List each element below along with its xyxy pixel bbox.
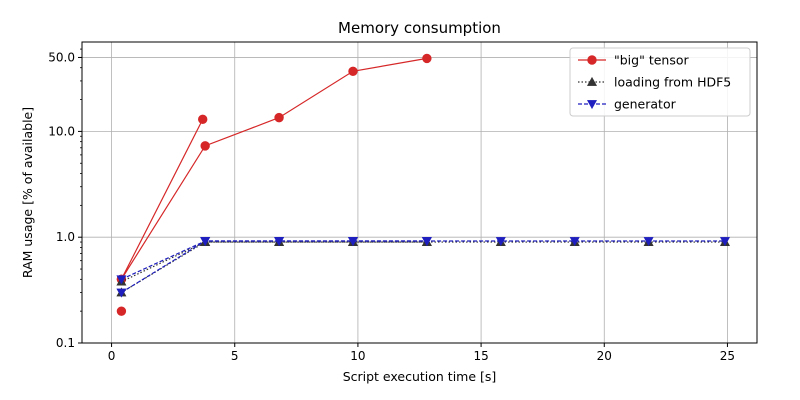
data-point (201, 142, 209, 150)
y-axis-label: RAM usage [% of available] (20, 107, 35, 278)
x-tick-label: 15 (473, 349, 488, 363)
data-point (117, 307, 125, 315)
x-tick-label: 25 (720, 349, 735, 363)
data-point (199, 115, 207, 123)
data-point (423, 54, 431, 62)
x-tick-label: 20 (597, 349, 612, 363)
y-tick-label: 0.1 (56, 336, 75, 350)
legend-marker (588, 56, 596, 64)
y-tick-label: 50.0 (48, 50, 75, 64)
x-tick-label: 5 (231, 349, 239, 363)
legend-label: "big" tensor (614, 53, 689, 68)
legend: "big" tensor loading from HDF5 generator (570, 48, 750, 116)
x-tick-label: 10 (350, 349, 365, 363)
chart-title: Memory consumption (338, 19, 501, 37)
x-tick-label: 0 (108, 349, 116, 363)
data-point (275, 113, 283, 121)
y-tick-label: 1.0 (56, 230, 75, 244)
y-tick-label: 10.0 (48, 124, 75, 138)
legend-label: loading from HDF5 (614, 75, 731, 90)
data-point (349, 67, 357, 75)
x-axis-label: Script execution time [s] (343, 369, 497, 384)
legend-label: generator (614, 97, 677, 112)
